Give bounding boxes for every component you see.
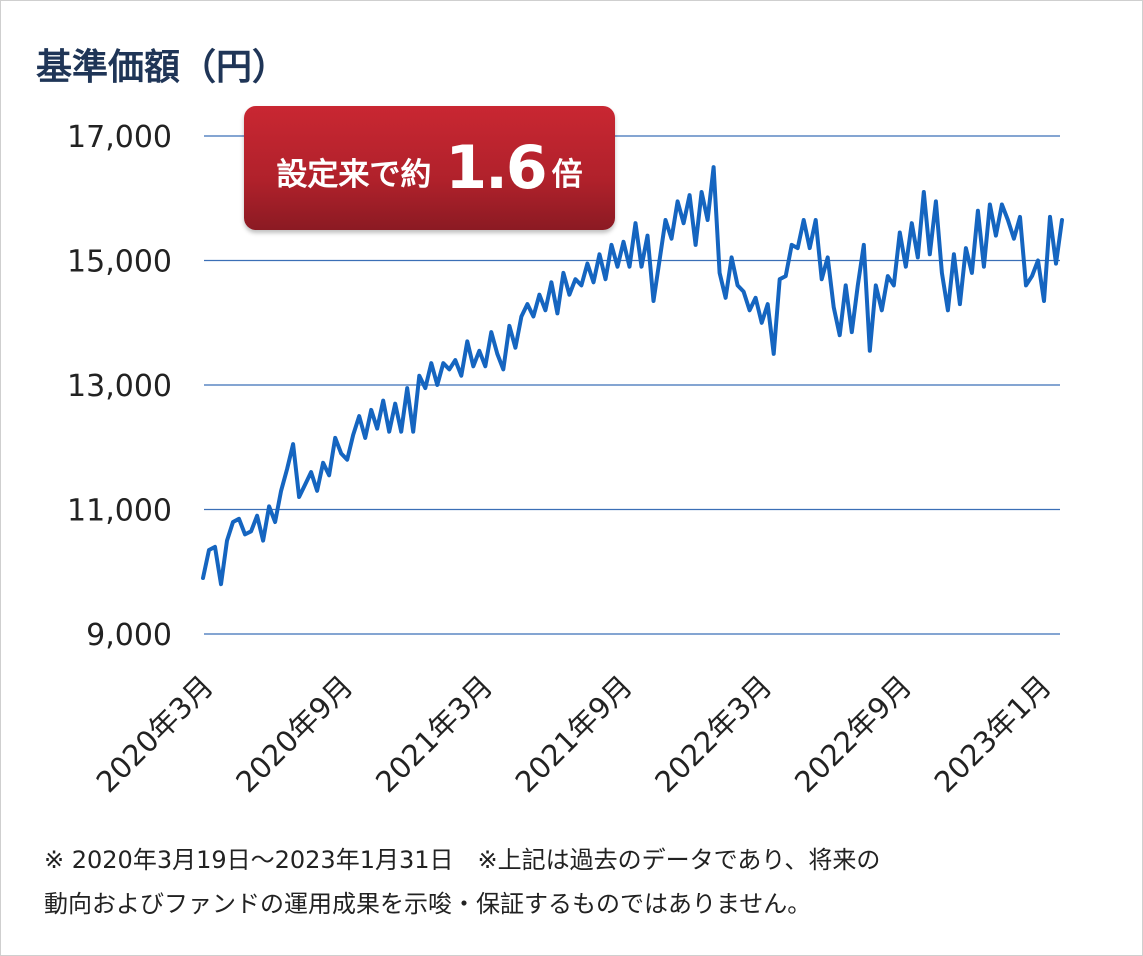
y-axis-ticks: 9,000 11,000 13,000 15,000 17,000 bbox=[67, 120, 172, 653]
footnote-line-1: ※ 2020年3月19日～2023年1月31日 ※上記は過去のデータであり、将来… bbox=[44, 846, 881, 874]
x-tick-label: 2023年1月 bbox=[928, 669, 1058, 799]
series-layer bbox=[201, 165, 1064, 587]
footnote: ※ 2020年3月19日～2023年1月31日 ※上記は過去のデータであり、将来… bbox=[44, 838, 880, 926]
y-tick-label: 13,000 bbox=[67, 369, 172, 404]
x-tick-label: 2021年9月 bbox=[509, 669, 639, 799]
x-tick-label: 2021年3月 bbox=[369, 669, 499, 799]
y-tick-label: 9,000 bbox=[86, 618, 172, 653]
x-tick-label: 2020年3月 bbox=[90, 669, 220, 799]
series-line bbox=[201, 165, 1064, 587]
x-tick-label: 2022年3月 bbox=[648, 669, 778, 799]
x-tick-label: 2022年9月 bbox=[788, 669, 918, 799]
x-axis-ticks: 2020年3月 2020年9月 2021年3月 2021年9月 2022年3月 2022年… bbox=[90, 669, 1058, 799]
y-tick-label: 15,000 bbox=[67, 245, 172, 280]
y-tick-label: 17,000 bbox=[67, 120, 172, 155]
x-tick-label: 2020年9月 bbox=[229, 669, 359, 799]
footnote-line-2: 動向およびファンドの運用成果を示唆・保証するものではありません。 bbox=[44, 890, 812, 918]
callout-suffix: 倍 bbox=[551, 156, 583, 193]
callout-number: 1.6 bbox=[445, 133, 547, 203]
y-tick-label: 11,000 bbox=[67, 494, 172, 529]
y-axis-label: 基準価額（円） bbox=[36, 47, 289, 88]
growth-callout-badge: 設定来で約 1.6 倍 bbox=[244, 106, 615, 230]
callout-prefix: 設定来で約 bbox=[276, 156, 432, 193]
